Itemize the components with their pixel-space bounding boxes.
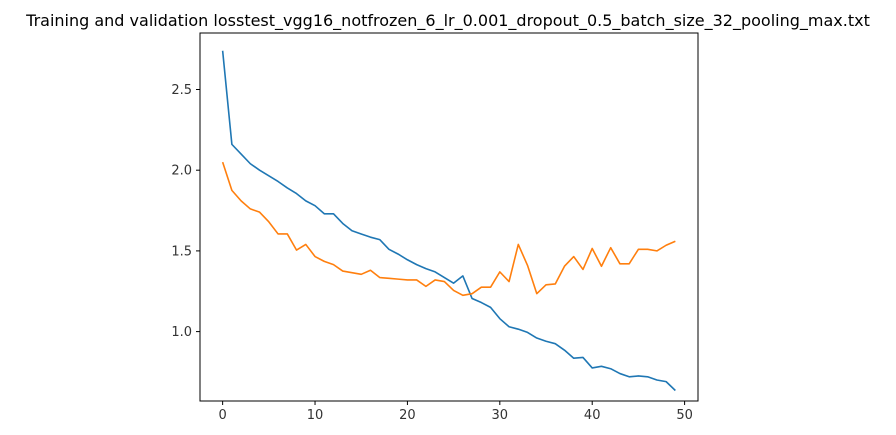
series-line-1 — [221, 50, 676, 392]
x-tick-label: 20 — [399, 408, 416, 423]
x-axis: 0 10 20 30 40 50 — [218, 401, 693, 423]
y-tick-label: 2.5 — [171, 83, 192, 98]
x-tick-label: 40 — [584, 408, 601, 423]
x-tick-label: 30 — [492, 408, 509, 423]
series-line-2 — [221, 161, 676, 297]
x-tick-label: 50 — [676, 408, 693, 423]
x-tick-label: 10 — [307, 408, 324, 423]
plot-frame — [199, 32, 699, 402]
x-tick-label: 0 — [218, 408, 226, 423]
series-layer — [221, 50, 676, 392]
y-tick-label: 1.0 — [171, 325, 192, 340]
y-tick-label: 2.0 — [171, 164, 192, 179]
y-axis: 1.0 1.5 2.0 2.5 — [171, 83, 200, 340]
y-tick-label: 1.5 — [171, 244, 192, 259]
chart-title: Training and validation losstest_vgg16_n… — [25, 11, 870, 31]
